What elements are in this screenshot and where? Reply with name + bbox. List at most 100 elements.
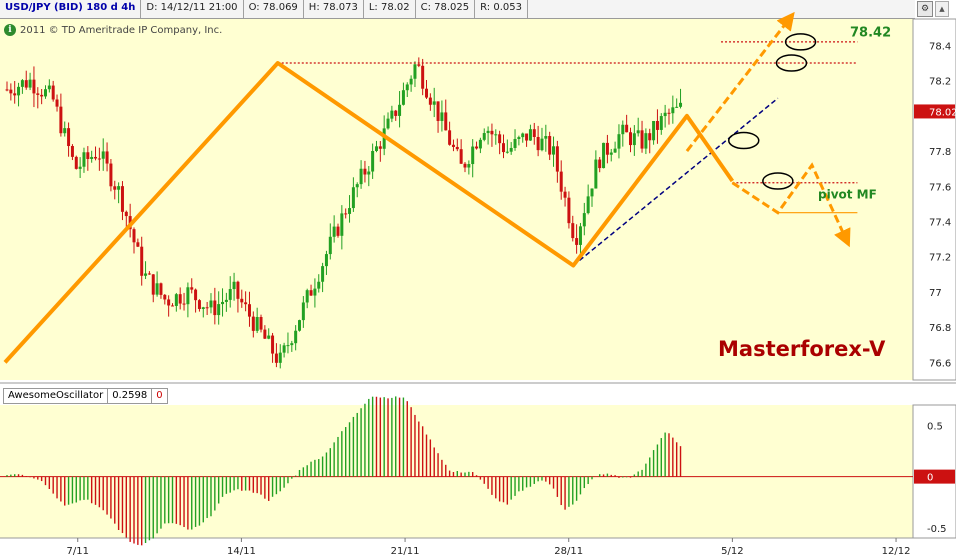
candle-body xyxy=(532,129,536,137)
candle-body xyxy=(586,196,590,214)
candle-body xyxy=(617,134,621,149)
candle-body xyxy=(675,106,679,108)
candle-body xyxy=(309,290,313,296)
candle-body xyxy=(594,159,598,189)
candle-body xyxy=(367,171,371,175)
y-tick-label-4: 77.6 xyxy=(929,182,951,193)
candle-body xyxy=(78,166,82,169)
candle-body xyxy=(244,302,248,305)
candle-body xyxy=(190,287,194,290)
candle-body xyxy=(232,281,236,290)
candle-body xyxy=(628,132,632,146)
candle-body xyxy=(55,99,59,107)
candle-body xyxy=(63,128,67,134)
indicator-name: AwesomeOscillator xyxy=(4,389,109,403)
symbol-label[interactable]: USD/JPY (BID) 180 d 4h xyxy=(0,0,142,18)
candle-body xyxy=(528,129,532,141)
candle-body xyxy=(602,142,606,169)
candle-body xyxy=(147,273,151,275)
candle-body xyxy=(67,128,71,147)
candle-body xyxy=(82,152,86,167)
candle-body xyxy=(374,146,378,151)
candle-body xyxy=(228,289,232,300)
chart-settings-button[interactable]: ⚙ xyxy=(917,1,933,17)
candle-body xyxy=(340,213,344,236)
y-tick-label-0: 78.4 xyxy=(929,41,951,52)
candle-body xyxy=(336,226,340,236)
candle-body xyxy=(390,110,394,119)
candle-body xyxy=(679,102,683,107)
trendline xyxy=(572,97,779,267)
candle-body xyxy=(471,146,475,165)
candle-body xyxy=(459,149,463,164)
candle-body xyxy=(494,134,498,136)
candle-body xyxy=(667,112,671,114)
candle-body xyxy=(144,273,148,276)
candle-body xyxy=(378,146,382,149)
candle-body xyxy=(513,138,517,148)
candle-body xyxy=(251,316,255,331)
candle-body xyxy=(355,184,359,188)
candle-body xyxy=(109,163,113,187)
candle-body xyxy=(51,85,55,100)
y-tick-label-7: 77 xyxy=(929,288,942,299)
y-tick-label-2: 78.025 xyxy=(929,107,956,118)
candle-body xyxy=(428,97,432,105)
candle-body xyxy=(240,298,244,303)
indicator-label[interactable]: AwesomeOscillator 0.2598 0 xyxy=(3,388,168,404)
candle-body xyxy=(97,158,101,160)
candle-body xyxy=(263,329,267,339)
candle-body xyxy=(467,164,471,168)
candle-body xyxy=(317,281,321,289)
candle-body xyxy=(359,168,363,185)
candle-body xyxy=(74,156,78,169)
candle-body xyxy=(205,307,209,309)
candle-body xyxy=(209,300,213,308)
open-readout: O: 78.069 xyxy=(244,0,304,18)
info-icon[interactable]: i xyxy=(4,24,16,36)
candle-body xyxy=(298,320,302,331)
candle-body xyxy=(278,352,282,363)
candle-body xyxy=(313,288,317,296)
candle-body xyxy=(644,133,648,149)
x-axis-area xyxy=(0,538,956,560)
candle-body xyxy=(444,112,448,131)
zigzag-pattern xyxy=(3,61,735,364)
candle-body xyxy=(351,187,355,209)
candle-body xyxy=(324,254,328,267)
y-tick-label-6: 77.2 xyxy=(929,253,951,264)
candle-body xyxy=(582,213,586,227)
pivot-label: pivot MF xyxy=(818,188,877,202)
candle-body xyxy=(544,136,548,139)
candle-body xyxy=(194,289,198,301)
candle-body xyxy=(398,104,402,116)
projection-down-path xyxy=(731,162,851,248)
candle-body xyxy=(405,84,409,91)
candle-body xyxy=(24,80,28,88)
y-tick-label-5: 77.4 xyxy=(929,218,951,229)
candle-body xyxy=(640,130,644,149)
candle-body xyxy=(132,229,136,243)
x-tick-label-3: 28/11 xyxy=(554,546,583,557)
candle-body xyxy=(328,236,332,255)
candle-body xyxy=(567,197,571,224)
candle-body xyxy=(305,290,309,303)
candle-body xyxy=(59,106,63,134)
candle-body xyxy=(47,85,51,90)
candle-body xyxy=(182,303,186,305)
candle-body xyxy=(40,94,44,97)
candle-body xyxy=(170,305,174,307)
scroll-up-button[interactable]: ▲ xyxy=(935,1,949,17)
chart-header: USD/JPY (BID) 180 d 4h D: 14/12/11 21:00… xyxy=(0,0,915,19)
y-tick-label-9: 76.6 xyxy=(929,358,951,369)
candle-body xyxy=(486,130,490,134)
candle-body xyxy=(571,223,575,239)
candle-body xyxy=(236,281,240,299)
candle-body xyxy=(217,304,221,316)
candle-body xyxy=(455,146,459,150)
current-price-tag xyxy=(914,104,955,119)
candle-body xyxy=(332,226,336,237)
indicator-plot-area xyxy=(0,405,913,538)
candle-body xyxy=(417,64,421,66)
